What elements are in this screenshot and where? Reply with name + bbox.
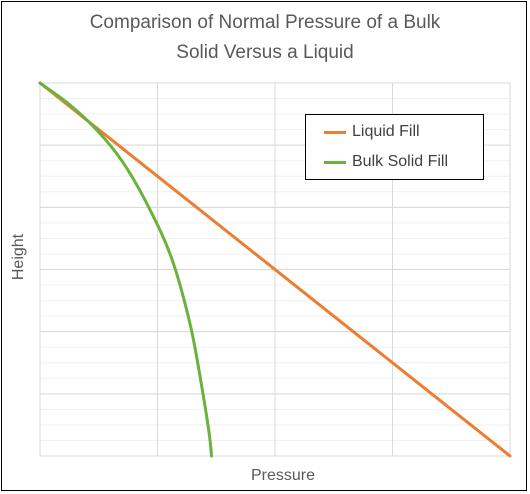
legend-item-liquid-fill: Liquid Fill xyxy=(324,122,420,142)
chart-title: Comparison of Normal Pressure of a Bulk … xyxy=(0,8,530,68)
legend-label-liquid-fill: Liquid Fill xyxy=(352,123,420,140)
series-line-bulk-solid-fill xyxy=(38,81,214,458)
series-line-liquid-fill xyxy=(38,81,512,458)
series-lines xyxy=(38,81,512,458)
legend: Liquid Fill Bulk Solid Fill xyxy=(305,114,484,180)
legend-label-bulk-solid-fill: Bulk Solid Fill xyxy=(352,153,449,170)
legend-swatch-liquid-fill xyxy=(324,130,346,134)
legend-item-bulk-solid-fill: Bulk Solid Fill xyxy=(324,152,448,172)
chart-title-line-1: Comparison of Normal Pressure of a Bulk xyxy=(89,12,441,33)
y-axis-label: Height xyxy=(10,233,27,281)
x-axis-label: Pressure xyxy=(250,467,316,484)
legend-swatch-bulk-solid-fill xyxy=(324,160,346,164)
chart-title-line-2: Solid Versus a Liquid xyxy=(176,42,354,63)
